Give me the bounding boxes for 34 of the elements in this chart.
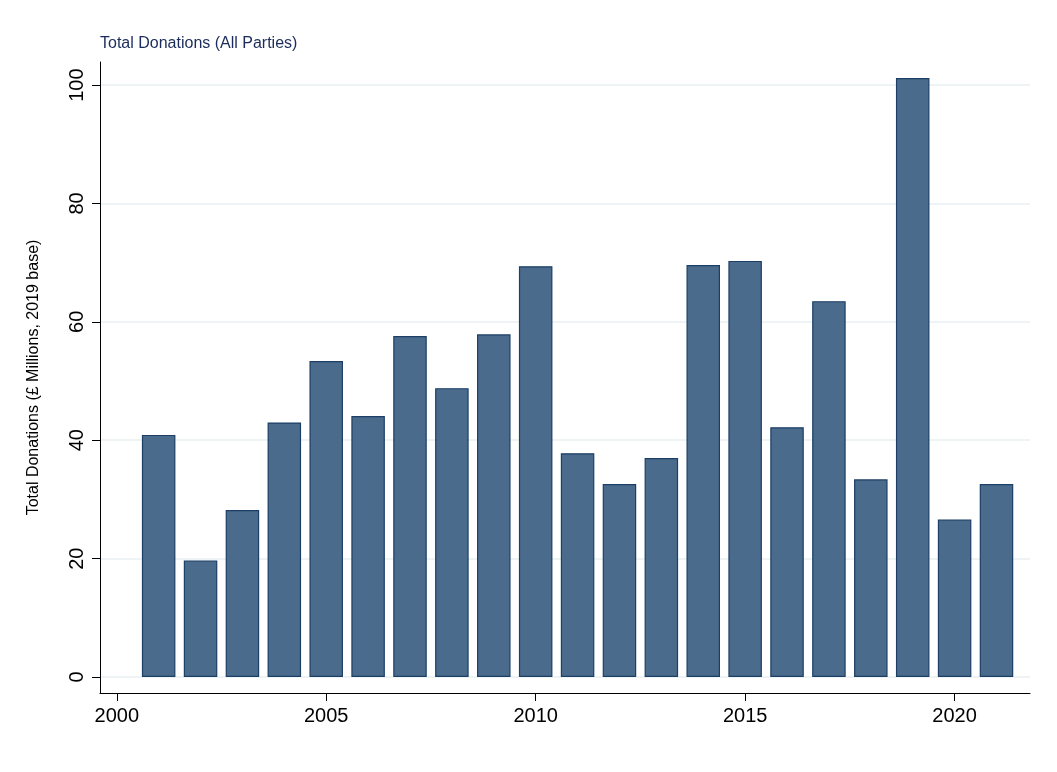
bar	[393, 336, 427, 678]
y-tick-label: 0	[65, 671, 87, 683]
x-tick-label: 2000	[94, 704, 140, 726]
bar	[686, 265, 720, 678]
chart-title: Total Donations (All Parties)	[100, 33, 298, 51]
bar	[854, 479, 888, 678]
x-tick-label: 2010	[513, 704, 558, 726]
bar	[728, 260, 762, 678]
bar	[602, 484, 637, 678]
y-tick-label: 100	[65, 68, 87, 102]
bar	[770, 427, 804, 678]
bar	[309, 360, 343, 678]
x-tick-label: 2015	[722, 704, 768, 726]
bar	[435, 388, 469, 678]
bar	[560, 453, 595, 678]
y-tick-label: 20	[65, 547, 87, 570]
bar	[267, 422, 302, 678]
y-axis-title: Total Donations (£ Millions, 2019 base)	[23, 239, 41, 516]
bar	[895, 77, 930, 678]
bar	[225, 510, 260, 678]
y-tick-label: 60	[65, 310, 87, 333]
bar	[141, 434, 176, 678]
bar	[644, 458, 679, 678]
y-tick-label: 80	[65, 192, 87, 215]
x-tick-label: 2020	[932, 704, 977, 726]
bar	[351, 415, 385, 678]
bar	[812, 301, 846, 678]
bar	[183, 560, 218, 678]
bar	[979, 484, 1014, 678]
bar	[477, 334, 511, 678]
bar	[518, 266, 553, 678]
bar	[937, 519, 972, 678]
x-tick-label: 2005	[303, 704, 349, 726]
y-tick-label: 40	[65, 429, 87, 452]
